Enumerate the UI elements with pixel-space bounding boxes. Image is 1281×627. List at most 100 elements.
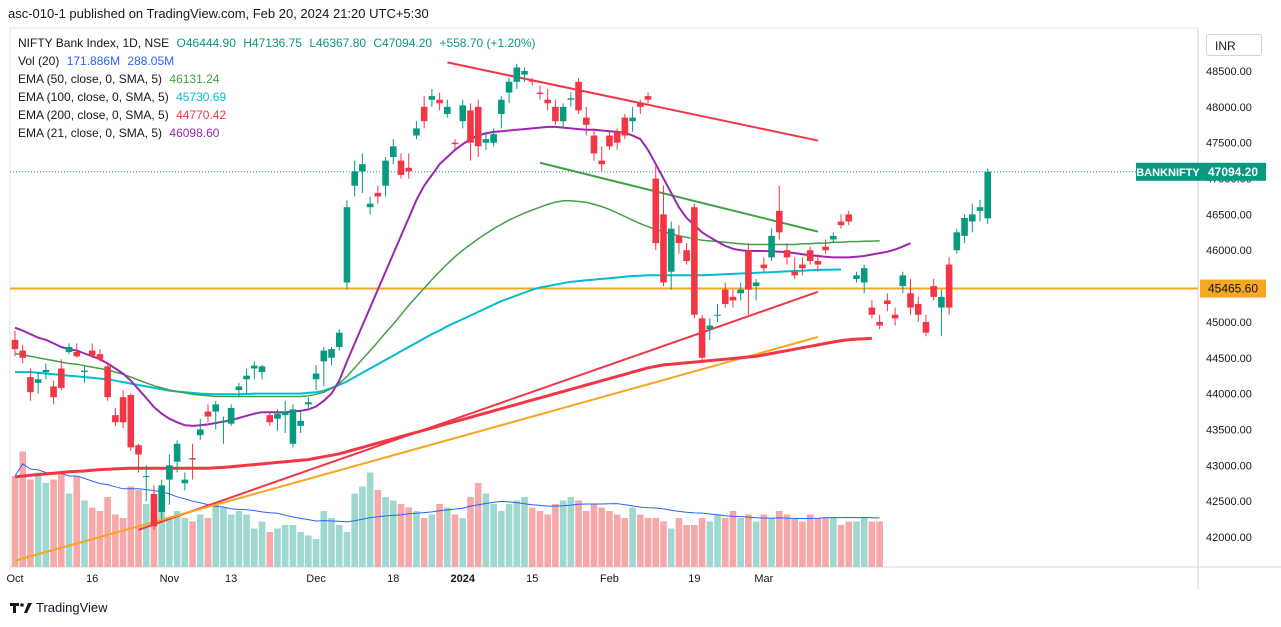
candle-body <box>528 80 536 82</box>
candle-body <box>474 106 482 147</box>
candle-body <box>683 250 690 261</box>
candle-body <box>27 377 34 393</box>
candle-body <box>814 260 822 265</box>
candle-body <box>335 332 343 348</box>
x-tick-label: Oct <box>6 573 23 585</box>
volume-bar <box>675 518 683 567</box>
candle-body <box>189 458 196 460</box>
candle-body <box>721 289 729 304</box>
hline-price-badge <box>1200 279 1266 298</box>
volume-bar <box>436 504 443 567</box>
candle-body <box>621 117 629 136</box>
candle-body <box>799 264 806 269</box>
ema50-line <box>14 200 880 398</box>
candle-body <box>505 81 513 93</box>
volume-bar <box>482 493 490 567</box>
volume-bar <box>420 518 428 567</box>
candle-body <box>436 99 443 104</box>
volume-bar <box>351 493 358 567</box>
footer-brand[interactable]: TradingView <box>10 600 108 615</box>
candle-body <box>822 246 829 251</box>
volume-bar <box>335 525 343 567</box>
volume-bar <box>73 476 81 567</box>
volume-bar <box>227 514 235 567</box>
y-tick-label: 44000.00 <box>1206 389 1252 401</box>
candle-body <box>922 321 930 333</box>
candle-body <box>845 214 853 222</box>
candle-body <box>351 171 358 186</box>
candle-body <box>752 282 760 287</box>
candle-body <box>830 235 837 240</box>
legend-ema100-label[interactable]: EMA (100, close, 0, SMA, 5) <box>18 90 169 104</box>
volume-bar <box>637 514 644 567</box>
volume-bar <box>150 511 158 567</box>
candle-body <box>65 347 73 353</box>
y-tick-label: 42000.00 <box>1206 532 1252 544</box>
legend-ema21-label[interactable]: EMA (21, close, 0, SMA, 5) <box>18 126 163 140</box>
volume-bar <box>413 511 420 567</box>
currency-button[interactable]: INR <box>1206 34 1262 56</box>
volume-bar <box>606 511 613 567</box>
volume-bar <box>660 521 667 567</box>
volume-bar <box>451 514 459 567</box>
candle-body <box>305 402 312 405</box>
candle-body <box>127 395 135 448</box>
candle-body <box>544 99 551 104</box>
candle-body <box>166 465 173 480</box>
legend-vol-label[interactable]: Vol (20) <box>18 54 60 68</box>
candle-body <box>19 350 27 358</box>
volume-bar <box>575 500 582 567</box>
candle-body <box>251 365 258 369</box>
ema200-line <box>14 336 872 479</box>
candle-body <box>50 386 57 398</box>
candle-body <box>343 207 351 283</box>
volume-bar <box>281 525 289 567</box>
volume-bar <box>521 497 528 567</box>
candle-body <box>142 476 150 478</box>
x-tick-label: 15 <box>526 573 538 585</box>
y-tick-label: 48000.00 <box>1206 102 1252 114</box>
tradingview-logo-icon <box>10 602 32 613</box>
legend-vol-value2: 288.05M <box>127 54 175 68</box>
legend-ema21-row: EMA (21, close, 0, SMA, 5) 46098.60 <box>18 124 536 142</box>
candle-body <box>320 350 328 362</box>
trendline <box>539 161 819 233</box>
volume-bar <box>220 507 227 567</box>
volume-bar <box>235 511 243 567</box>
candle-body <box>706 325 714 330</box>
x-tick-label: 19 <box>688 573 700 585</box>
legend-open: O46444.90 <box>176 36 236 50</box>
candle-body <box>297 420 304 426</box>
volume-bar <box>467 497 474 567</box>
candle-body <box>567 98 575 100</box>
legend-ema200-label[interactable]: EMA (200, close, 0, SMA, 5) <box>18 108 169 122</box>
volume-bar <box>266 532 274 567</box>
ema21-line <box>14 125 911 427</box>
candle-body <box>961 217 968 236</box>
x-tick-label: 16 <box>86 573 98 585</box>
candle-body <box>582 117 590 125</box>
candle-body <box>289 409 297 444</box>
hline-price-text: 45465.60 <box>1208 282 1258 296</box>
volume-bar <box>405 507 413 567</box>
volume-bar <box>112 514 119 567</box>
volume-bar <box>799 521 806 567</box>
candle-body <box>88 350 96 356</box>
volume-bar <box>212 504 220 567</box>
candle-body <box>691 207 698 315</box>
volume-bar <box>737 518 744 567</box>
volume-bar <box>853 521 860 567</box>
volume-bar <box>50 479 57 567</box>
x-tick-label: 2024 <box>451 573 476 585</box>
volume-bar <box>590 504 598 567</box>
legend-symbol-label[interactable]: NIFTY Bank Index, 1D, NSE <box>18 36 170 50</box>
volume-bar <box>142 504 150 567</box>
candle-body <box>420 106 428 122</box>
volume-bar <box>729 511 737 567</box>
candle-body <box>397 160 405 175</box>
legend-ema50-label[interactable]: EMA (50, close, 0, SMA, 5) <box>18 72 163 86</box>
volume-bar <box>644 518 652 567</box>
candle-body <box>513 67 521 82</box>
candle-body <box>374 192 382 197</box>
